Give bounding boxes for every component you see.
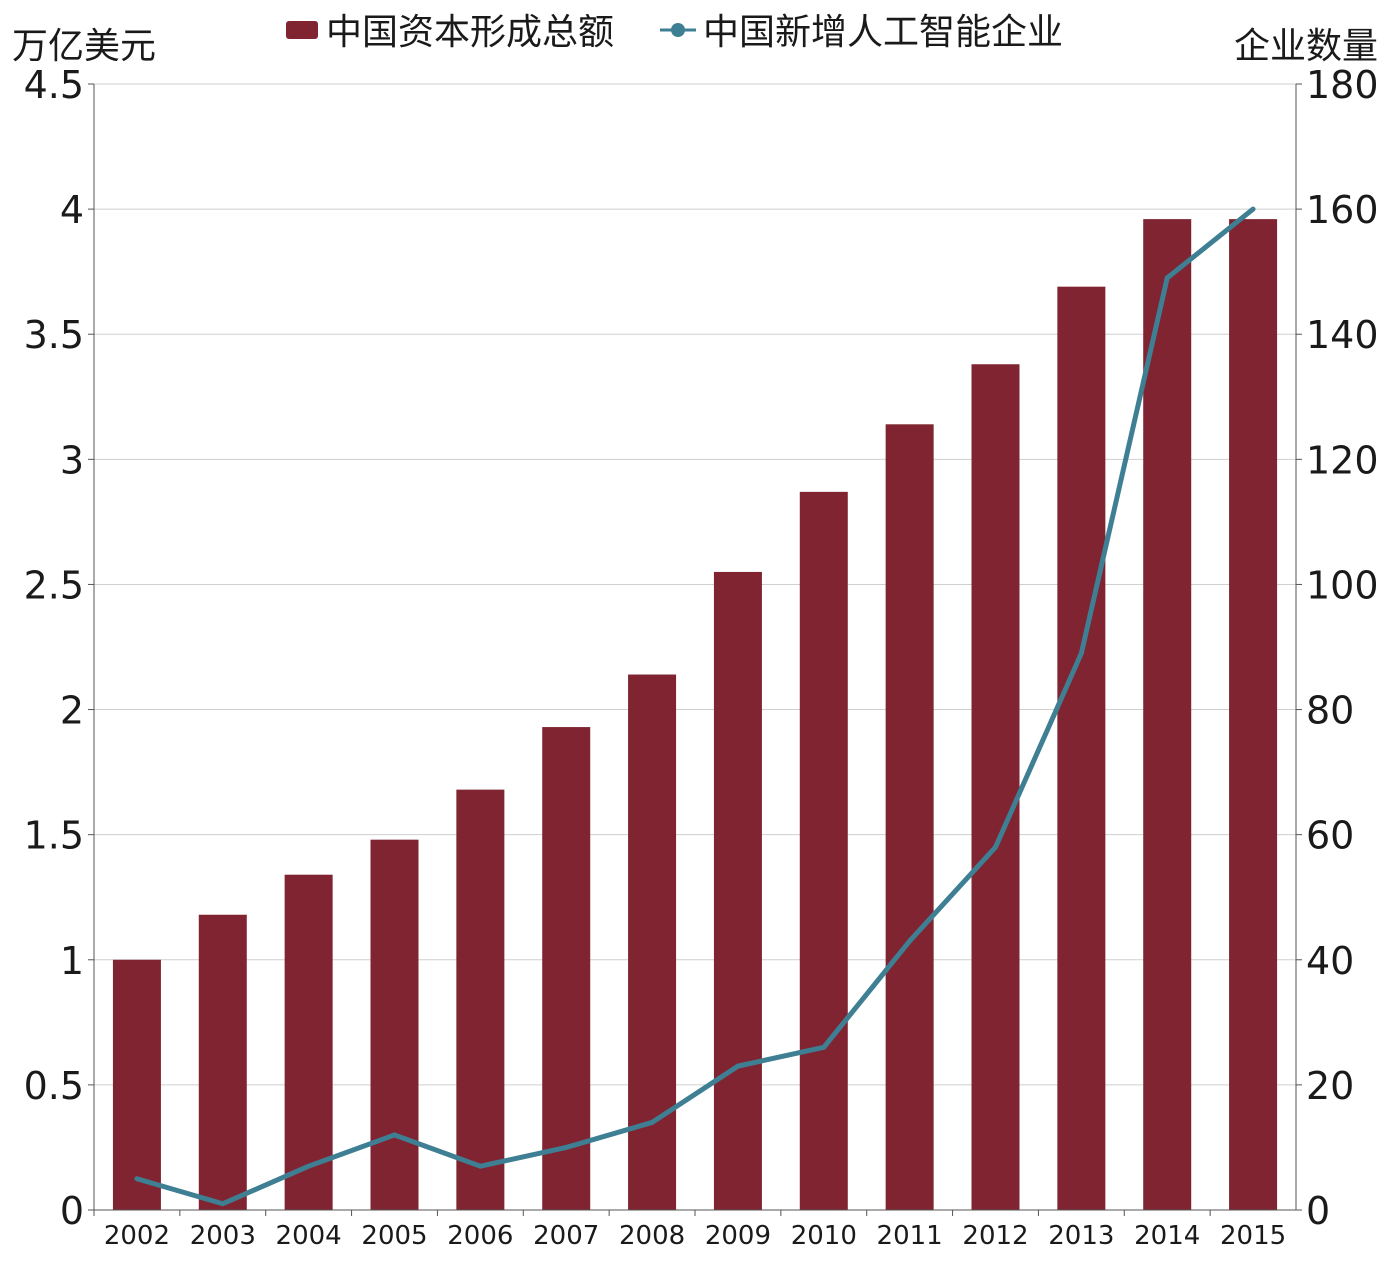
right-tick-label: 180	[1306, 63, 1379, 107]
line-point-2006	[477, 1163, 483, 1169]
line-point-2011	[907, 938, 913, 944]
line-path	[136, 207, 1255, 1207]
left-tick-label: 2	[60, 689, 84, 733]
x-tick-label: 2015	[1220, 1221, 1286, 1251]
right-tick-label: 40	[1306, 939, 1354, 983]
right-tick-label: 0	[1306, 1189, 1330, 1233]
bar-2004	[284, 874, 333, 1210]
left-tick-label: 0	[60, 1189, 84, 1233]
gridlines	[94, 83, 1296, 1086]
x-tick-label: 2003	[190, 1221, 256, 1251]
right-tick-label: 60	[1306, 814, 1354, 858]
line-point-2013	[1078, 650, 1084, 656]
bar-2005	[370, 839, 419, 1210]
legend-line-label: 中国新增人工智能企业	[703, 12, 1063, 53]
legend-bar-swatch	[286, 21, 318, 39]
right-tick-label: 80	[1306, 689, 1354, 733]
right-axis-label: 企业数量	[1234, 26, 1378, 67]
line-point-2012	[993, 844, 998, 850]
line-point-2002	[134, 1176, 140, 1182]
x-tick-label: 2009	[705, 1221, 771, 1251]
bar-2014	[1143, 219, 1192, 1210]
line-point-2005	[392, 1132, 397, 1138]
line-point-2007	[563, 1144, 569, 1150]
line-point-2008	[649, 1119, 655, 1125]
left-tick-label: 2.5	[24, 563, 84, 607]
x-tick-label: 2002	[104, 1221, 170, 1251]
bar-2011	[885, 424, 934, 1210]
x-tick-label: 2006	[447, 1221, 513, 1251]
right-tick-label: 100	[1306, 563, 1379, 607]
bar-2003	[198, 914, 247, 1210]
line-point-2004	[306, 1163, 312, 1169]
line-point-2009	[735, 1063, 741, 1069]
line-point-2003	[220, 1201, 226, 1207]
left-tick-label: 4	[60, 188, 84, 232]
left-tick-label: 1	[60, 939, 84, 983]
right-tick-label: 120	[1306, 438, 1379, 482]
left-tick-label: 1.5	[24, 814, 84, 858]
bar-2013	[1057, 286, 1106, 1210]
left-axis-label: 万亿美元	[12, 26, 156, 67]
legend-bar-label: 中国资本形成总额	[326, 12, 614, 53]
right-tick-label: 140	[1306, 313, 1379, 357]
right-tick-label: 160	[1306, 188, 1379, 232]
right-tick-label: 20	[1306, 1064, 1354, 1108]
x-tick-label: 2008	[619, 1221, 685, 1251]
left-tick-label: 3.5	[24, 313, 84, 357]
bar-2010	[799, 491, 848, 1211]
bar-2007	[542, 727, 591, 1210]
bar-2006	[456, 789, 505, 1210]
bar-2012	[971, 364, 1020, 1210]
x-tick-label: 2014	[1134, 1221, 1200, 1251]
x-tick-label: 2004	[276, 1221, 342, 1251]
x-tick-label: 2010	[791, 1221, 857, 1251]
line-point-2014	[1164, 275, 1170, 281]
left-tick-label: 4.5	[24, 63, 84, 107]
left-tick-label: 0.5	[24, 1064, 84, 1108]
x-tick-label: 2011	[877, 1221, 943, 1251]
bar-series	[112, 219, 1278, 1211]
bar-2009	[713, 571, 762, 1210]
line-point-2015	[1250, 206, 1256, 212]
x-tick-label: 2005	[361, 1221, 427, 1251]
line-series	[134, 206, 1256, 1207]
x-tick-label: 2013	[1048, 1221, 1114, 1251]
bar-2015	[1229, 219, 1278, 1210]
line-point-2010	[821, 1044, 827, 1050]
bar-2002	[112, 959, 161, 1210]
x-tick-label: 2007	[533, 1221, 599, 1251]
legend-line-marker	[671, 23, 685, 37]
legend: 中国资本形成总额 中国新增人工智能企业	[286, 12, 1063, 53]
x-tick-label: 2012	[962, 1221, 1028, 1251]
left-tick-label: 3	[60, 438, 84, 482]
axes: 0 0.5 1 1.5 2 2.5 3 3.5 4 4.5 0 20 40 60 80 100 120 140 16…	[24, 63, 1379, 1251]
